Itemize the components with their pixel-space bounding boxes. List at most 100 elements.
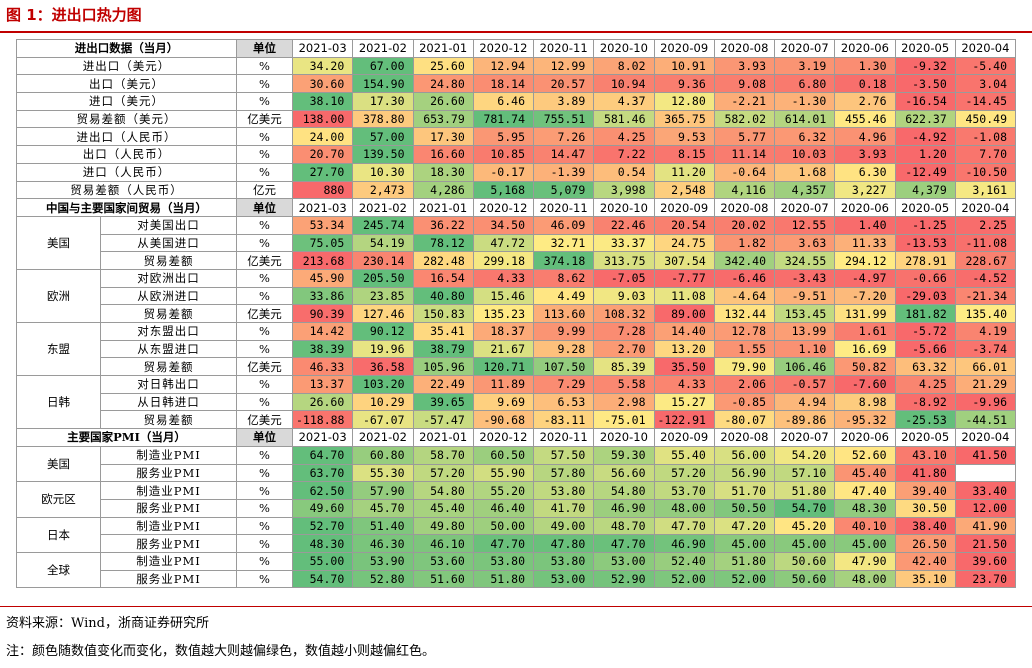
heat-cell: 85.39: [593, 357, 655, 377]
month-header: 2020-06: [834, 198, 896, 217]
row-label: 进口（美元）: [16, 92, 237, 111]
month-header: 2020-07: [773, 198, 836, 217]
row-label: 服务业PMI: [100, 569, 237, 589]
row-label: 贸易差额: [100, 357, 237, 377]
unit-cell: %: [236, 215, 293, 235]
table-row: 美国 对美国出口% 53.34 245.74 36.22 34.50 46.09 22.46 2…: [16, 215, 1017, 270]
heat-cell: 24.00: [291, 127, 354, 147]
heat-cell: 13.20: [653, 339, 715, 359]
heat-cell: -2.21: [713, 92, 776, 111]
group-label: 东盟: [16, 321, 101, 377]
table-row: 欧元区 制造业PMI% 62.50 57.90 54.80 55.20 53.80 54.80…: [16, 481, 1017, 518]
heat-cell: 313.75: [593, 251, 655, 270]
heat-cell: 4.96: [834, 127, 896, 147]
heat-cell: 21.67: [472, 339, 535, 359]
heat-cell: 57.50: [532, 445, 595, 465]
heat-cell: -4.92: [894, 127, 956, 147]
heat-cell: 55.00: [291, 551, 354, 571]
heat-cell: 15.46: [472, 286, 535, 306]
heat-cell: 46.09: [532, 215, 595, 235]
heat-cell: -83.11: [532, 410, 595, 430]
heat-cell: 75.05: [291, 233, 354, 253]
heat-cell: 18.30: [412, 162, 474, 182]
heat-cell: 45.40: [834, 463, 896, 483]
table-row: 贸易差额 亿美元 -118.88 -67.07 -57.47 -90.68 -83.11 -7…: [17, 410, 1017, 430]
heat-cell: 54.70: [773, 498, 836, 518]
heat-cell: 9.99: [532, 322, 595, 341]
heat-cell: 105.96: [412, 357, 474, 377]
table-row: 进出口（人民币）% 24.00 57.00 17.30 5.95 7.26 4.25 9.53…: [16, 127, 1017, 147]
heat-cell: 10.91: [653, 56, 715, 76]
month-header: 2021-01: [412, 39, 474, 58]
heat-cell: 150.83: [412, 304, 474, 323]
heat-cell: 154.90: [352, 74, 414, 94]
section-header-row: 主要国家PMI（当月） 单位 2021-03 2021-02 2021-01 2020-1…: [16, 428, 1017, 447]
heat-cell: 53.00: [532, 569, 595, 589]
heat-cell: 2,548: [653, 180, 715, 200]
unit-cell: 亿美元: [236, 304, 293, 323]
heat-cell: 62.50: [291, 481, 354, 500]
table-row: 贸易差额 亿美元 46.33 36.58 105.96 120.71 107.50 85.39…: [17, 357, 1017, 377]
heat-cell: 4.33: [653, 375, 715, 394]
heat-cell: 52.70: [291, 516, 354, 536]
heat-cell: 582.02: [713, 109, 776, 129]
heat-cell: 39.40: [894, 481, 956, 500]
heat-cell: 3.93: [713, 56, 776, 76]
month-header: 2020-10: [593, 39, 655, 58]
table-row: 从欧洲进口% 33.86 23.85 40.80 15.46 4.49 9.03 11.08-…: [17, 286, 1017, 306]
unit-cell: %: [236, 92, 293, 111]
month-header: 2021-01: [412, 428, 474, 447]
heat-cell: -90.68: [472, 410, 535, 430]
month-header: 2020-07: [773, 428, 836, 447]
heat-cell: 16.69: [834, 339, 896, 359]
table-row: 日本 制造业PMI% 52.70 51.40 49.80 50.00 49.00 48.70 4…: [16, 516, 1017, 553]
heat-cell: -11.08: [954, 233, 1017, 253]
unit-cell: %: [236, 445, 293, 465]
heat-cell: 45.00: [773, 534, 836, 553]
heat-cell: 55.20: [472, 481, 535, 500]
heat-cell: 12.00: [954, 498, 1017, 518]
heat-cell: 17.30: [412, 127, 474, 147]
month-header: 2020-08: [713, 39, 776, 58]
row-label: 贸易差额（美元）: [16, 109, 237, 129]
heat-cell: 294.12: [834, 251, 896, 270]
heat-cell: 581.46: [593, 109, 655, 129]
heat-cell: 278.91: [894, 251, 956, 270]
unit-cell: %: [236, 339, 293, 359]
heat-cell: 47.72: [472, 233, 535, 253]
heat-cell: -67.07: [352, 410, 414, 430]
footer-divider: [0, 606, 1032, 607]
heat-cell: 205.50: [352, 268, 414, 288]
heat-cell: 1.61: [834, 322, 896, 341]
heat-cell: 53.00: [593, 551, 655, 571]
heat-cell: 18.14: [472, 74, 535, 94]
heat-cell: 120.71: [472, 357, 535, 377]
heat-cell: -4.52: [954, 268, 1017, 288]
heat-cell: 30.60: [291, 74, 354, 94]
heat-cell: 3,227: [834, 180, 896, 200]
row-label: 贸易差额: [100, 410, 237, 430]
heat-cell: 52.40: [653, 551, 715, 571]
heat-cell: 46.10: [412, 534, 474, 553]
heat-cell: 450.49: [954, 109, 1017, 129]
heat-cell: 6.30: [834, 162, 896, 182]
heat-cell: 79.90: [713, 357, 776, 377]
unit-cell: 亿美元: [236, 109, 293, 129]
heat-cell: 135.23: [472, 304, 535, 323]
table-row: 从日韩进口% 26.60 10.29 39.65 9.69 6.53 2.98 15.27 -0…: [17, 392, 1017, 412]
heat-cell: 455.46: [834, 109, 896, 129]
unit-cell: %: [236, 162, 293, 182]
row-label: 从美国进口: [100, 233, 237, 253]
row-label: 对美国出口: [100, 215, 237, 235]
heat-cell: 4,286: [412, 180, 474, 200]
row-label: 服务业PMI: [100, 463, 237, 483]
heat-cell: -80.07: [713, 410, 776, 430]
heat-cell: 23.85: [352, 286, 414, 306]
table-row: 东盟 对东盟出口% 14.42 90.12 35.41 18.37 9.99 7.28 14.4…: [16, 321, 1017, 377]
section-title: 进出口数据（当月）: [16, 39, 237, 58]
heat-cell: 108.32: [593, 304, 655, 323]
heat-cell: 106.46: [773, 357, 836, 377]
row-label: 制造业PMI: [100, 445, 237, 465]
month-header: 2020-04: [954, 39, 1017, 58]
heat-cell: -3.43: [773, 268, 836, 288]
